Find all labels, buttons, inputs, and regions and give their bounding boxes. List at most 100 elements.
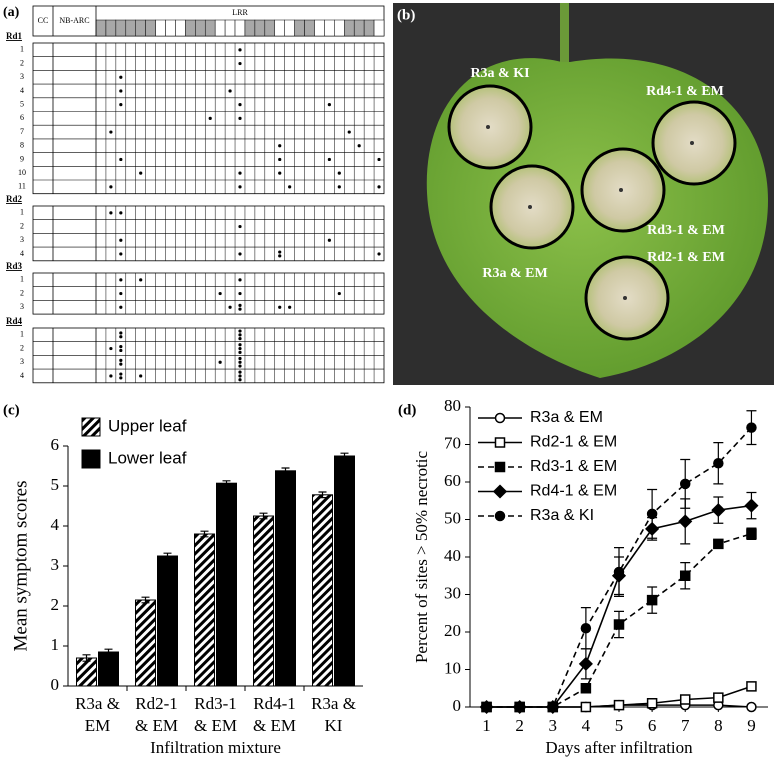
- header-cell: [244, 19, 256, 37]
- mutation-dot: [238, 343, 242, 347]
- mutation-dot: [238, 374, 242, 378]
- marker: [613, 699, 625, 711]
- y-tick-label: 6: [51, 435, 60, 454]
- y-axis-label: Mean symptom scores: [10, 481, 31, 652]
- bar: [76, 657, 97, 687]
- row-label: 6: [20, 113, 24, 122]
- mutation-dot: [228, 305, 232, 309]
- marker: [679, 694, 691, 705]
- series-line: [486, 427, 753, 708]
- header-cell: [363, 19, 375, 37]
- marker: [481, 701, 492, 713]
- y-tick-label: 60: [444, 471, 461, 490]
- mutation-dot: [347, 130, 351, 134]
- marker: [746, 681, 757, 692]
- header-cell: [95, 19, 107, 37]
- mutation-dot: [278, 144, 282, 148]
- x-tick-label: KI: [325, 716, 343, 735]
- mutation-dot: [377, 185, 381, 189]
- mutation-dot: [119, 103, 123, 107]
- y-tick-label: 70: [444, 433, 461, 452]
- row-label: 2: [20, 58, 24, 67]
- x-tick-label: Rd4-1: [253, 694, 296, 713]
- marker: [746, 422, 757, 433]
- header-cell: [344, 19, 355, 37]
- site-label: Rd4-1 & EM: [646, 84, 724, 99]
- header-cell: [334, 19, 345, 37]
- x-tick-label: 1: [482, 716, 491, 735]
- header-cell: [274, 19, 285, 37]
- mutation-dot: [278, 305, 282, 309]
- mutation-dot: [238, 48, 242, 52]
- marker: [646, 698, 658, 709]
- marker: [580, 683, 592, 694]
- mutation-dot: [238, 350, 242, 354]
- row-label: 2: [20, 221, 24, 230]
- y-tick-label: 30: [444, 583, 461, 602]
- marker: [547, 701, 559, 713]
- mutation-dot: [238, 171, 242, 175]
- mutation-dot: [119, 238, 123, 242]
- x-tick-label: R3a &: [75, 694, 120, 713]
- panel-label: (c): [3, 402, 20, 418]
- y-tick-label: 10: [444, 658, 461, 677]
- row-label: 9: [20, 154, 24, 163]
- mutation-dot: [278, 250, 282, 254]
- mutation-dot: [119, 211, 123, 215]
- mutation-dot: [278, 254, 282, 258]
- mutation-dot: [357, 144, 361, 148]
- header-cell: [353, 19, 365, 37]
- error-bar: [222, 480, 231, 487]
- marker: [578, 656, 593, 671]
- x-tick-label: 3: [549, 716, 558, 735]
- mutation-dot: [238, 378, 242, 382]
- group-label: Rd3: [6, 261, 23, 271]
- legend-label: Rd4-1 & EM: [530, 483, 617, 500]
- marker: [711, 503, 726, 518]
- x-tick-label: Rd2-1: [135, 694, 178, 713]
- row-label: 1: [20, 208, 24, 217]
- mutation-dot: [327, 103, 331, 107]
- y-tick-label: 2: [51, 595, 60, 614]
- site-label: Rd3-1 & EM: [647, 223, 725, 238]
- header-cell: [145, 19, 156, 37]
- mutation-dot: [119, 362, 123, 366]
- mutation-dot: [238, 252, 242, 256]
- bar: [157, 555, 178, 687]
- header-label: LRR: [232, 8, 248, 17]
- legend-marker: [492, 484, 508, 499]
- site-label: R3a & KI: [470, 66, 529, 81]
- header-cell: [284, 19, 295, 37]
- x-tick-label: 7: [681, 716, 690, 735]
- row-label: 1: [20, 275, 24, 284]
- x-tick-label: EM: [85, 716, 111, 735]
- mutation-dot: [238, 333, 242, 337]
- legend-swatch: [81, 417, 101, 437]
- group-label: Rd1: [6, 31, 23, 41]
- wound: [486, 125, 490, 129]
- leaf-stem: [560, 3, 569, 73]
- header-cell: [373, 19, 385, 37]
- mutation-dot: [288, 305, 292, 309]
- legend-label: Rd3-1 & EM: [530, 458, 617, 475]
- panel-label: (d): [398, 402, 416, 418]
- wound: [619, 188, 623, 192]
- header-cell: [185, 19, 196, 37]
- x-tick-label: 2: [515, 716, 524, 735]
- bar: [253, 515, 274, 687]
- mutation-dot: [119, 278, 123, 282]
- marker: [679, 478, 691, 490]
- marker: [580, 701, 592, 713]
- mutation-dot: [238, 116, 242, 120]
- mutation-dot: [288, 185, 292, 189]
- group-label: Rd4: [6, 316, 23, 326]
- marker: [678, 514, 693, 529]
- mutation-dot: [119, 157, 123, 162]
- header-cell: [304, 19, 315, 37]
- header-cell: [234, 19, 246, 37]
- mutation-dot: [238, 356, 242, 361]
- mutation-dot: [238, 224, 242, 229]
- row-label: 1: [20, 330, 24, 339]
- x-tick-label: 4: [582, 716, 591, 735]
- row-label: 3: [20, 72, 24, 81]
